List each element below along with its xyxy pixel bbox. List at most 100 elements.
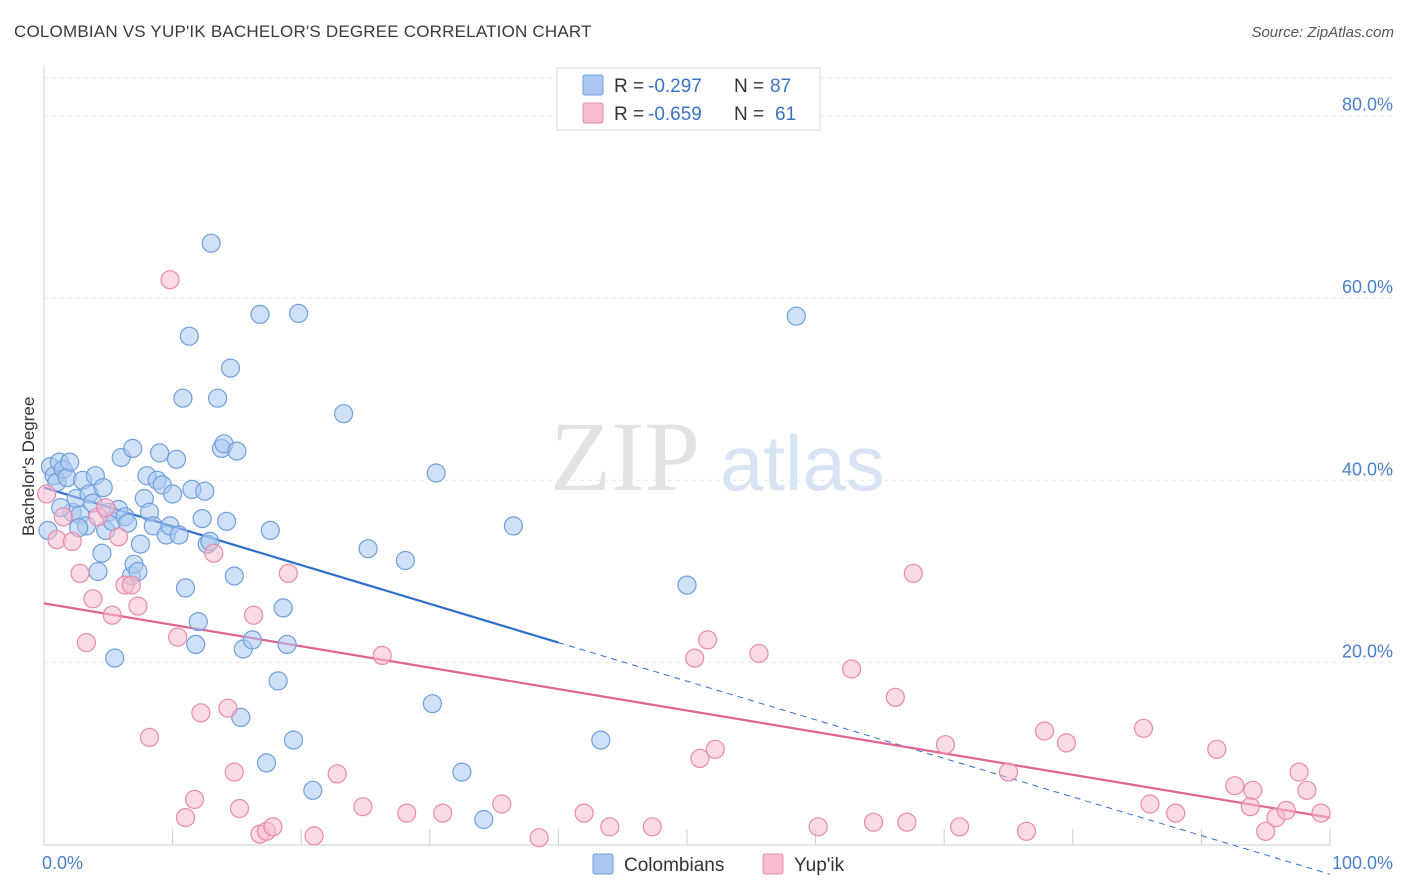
colombian-point-70 [334, 404, 354, 424]
colombian-point-25 [117, 513, 138, 533]
colombian-point-43 [179, 326, 199, 346]
legend-n-value-1: 87 [770, 76, 791, 97]
yupik-point-67 [1297, 780, 1317, 800]
watermark: ZIP atlas [550, 401, 885, 512]
colombian-point-64 [268, 671, 288, 691]
yupik-point-44 [749, 643, 769, 664]
yupik-point-51 [935, 735, 956, 755]
chart-title: COLOMBIAN VS YUP'IK BACHELOR'S DEGREE CO… [14, 22, 592, 41]
yupik-point-0 [36, 484, 57, 504]
yupik-point-6 [83, 589, 103, 609]
yupik-point-54 [1016, 821, 1037, 841]
colombian-point-48 [195, 481, 215, 501]
legend-r-label-1: R = [614, 76, 644, 97]
colombian-point-86 [93, 478, 113, 498]
colombian-point-67 [283, 730, 304, 750]
colombian-point-40 [169, 525, 189, 545]
yupik-point-65 [1276, 800, 1296, 821]
legend-r-value-2: -0.659 [648, 104, 702, 125]
yupik-point-46 [841, 659, 862, 679]
yupik-point-68 [1311, 803, 1331, 823]
yupik-point-58 [1140, 794, 1160, 814]
yupik-point-30 [327, 764, 347, 784]
yupik-point-10 [108, 527, 129, 547]
yupik-point-66 [1289, 762, 1309, 782]
colombian-point-79 [677, 575, 697, 595]
yupik-point-41 [690, 748, 710, 769]
yupik-point-33 [397, 803, 417, 823]
yupik-point-63 [1256, 821, 1276, 841]
colombian-point-57 [227, 441, 247, 461]
yupik-point-35 [492, 794, 512, 814]
colombian-point-60 [242, 630, 262, 650]
x-tick-labels: 0.0% 100.0% [42, 853, 1393, 873]
colombian-point-75 [452, 762, 472, 782]
colombian-point-80 [786, 306, 806, 326]
yupik-point-50 [903, 563, 923, 583]
scatter-points [36, 233, 1331, 848]
yupik-point-23 [229, 798, 250, 819]
colombian-point-63 [260, 520, 280, 541]
colombian-point-76 [474, 809, 494, 830]
yupik-point-27 [263, 817, 283, 837]
yupik-point-12 [121, 575, 141, 595]
legend-r-label-2: R = [614, 104, 644, 125]
colombian-point-41 [173, 388, 193, 408]
yupik-point-15 [160, 270, 180, 290]
yupik-point-17 [175, 807, 196, 828]
source-label: Source: ZipAtlas.com [1251, 24, 1394, 41]
axes [43, 65, 1331, 846]
yupik-point-37 [574, 803, 594, 823]
yupik-point-2 [53, 507, 73, 527]
colombian-point-61 [250, 304, 270, 324]
colombian-point-73 [422, 694, 442, 714]
colombian-point-74 [426, 463, 446, 483]
yupik-point-45 [808, 817, 828, 837]
watermark-atlas: atlas [720, 419, 885, 507]
colombian-point-78 [591, 730, 611, 750]
yupik-point-55 [1034, 721, 1055, 741]
x-tick-label-max: 100.0% [1332, 853, 1393, 873]
colombian-point-66 [277, 634, 297, 655]
legend-n-label-2: N = [734, 104, 764, 125]
y-tick-label-80: 80.0% [1342, 95, 1393, 115]
legend-n-value-2: 61 [775, 104, 796, 125]
yupik-point-22 [224, 762, 244, 782]
yupik-point-20 [204, 543, 224, 563]
yupik-point-40 [685, 648, 705, 668]
colombian-point-42 [175, 578, 196, 598]
yupik-point-14 [139, 727, 160, 748]
colombian-point-50 [201, 233, 221, 253]
bottom-legend-swatch-yupik [762, 853, 784, 875]
yupik-point-56 [1056, 733, 1077, 753]
yupik-point-19 [191, 703, 211, 723]
colombian-point-29 [130, 534, 150, 554]
colombian-point-71 [358, 539, 378, 559]
yupik-point-21 [218, 698, 238, 718]
colombian-point-21 [105, 648, 125, 668]
legend-box: R = -0.297 N = 87 R = -0.659 N = 61 [556, 67, 821, 131]
yupik-point-8 [96, 498, 116, 518]
grid [44, 77, 1392, 664]
yupik-point-59 [1166, 803, 1186, 823]
yupik-point-5 [76, 632, 97, 653]
colombian-point-54 [217, 511, 237, 531]
yupik-point-29 [304, 826, 324, 846]
yupik-point-62 [1240, 797, 1260, 817]
colombian-point-17 [92, 543, 112, 563]
yupik-point-9 [102, 605, 122, 625]
yupik-point-4 [70, 563, 90, 583]
yupik-point-24 [244, 605, 264, 625]
colombian-point-65 [273, 598, 293, 618]
yupik-point-32 [372, 645, 392, 666]
yupik-point-60 [1207, 739, 1227, 759]
yupik-point-28 [278, 563, 298, 583]
colombian-point-56 [224, 566, 244, 586]
yupik-point-61 [1225, 776, 1245, 796]
yupik-point-34 [433, 803, 453, 823]
y-tick-label-40: 40.0% [1342, 459, 1393, 479]
yupik-point-53 [998, 762, 1019, 782]
yupik-point-18 [184, 789, 205, 810]
colombian-point-39 [163, 484, 183, 504]
